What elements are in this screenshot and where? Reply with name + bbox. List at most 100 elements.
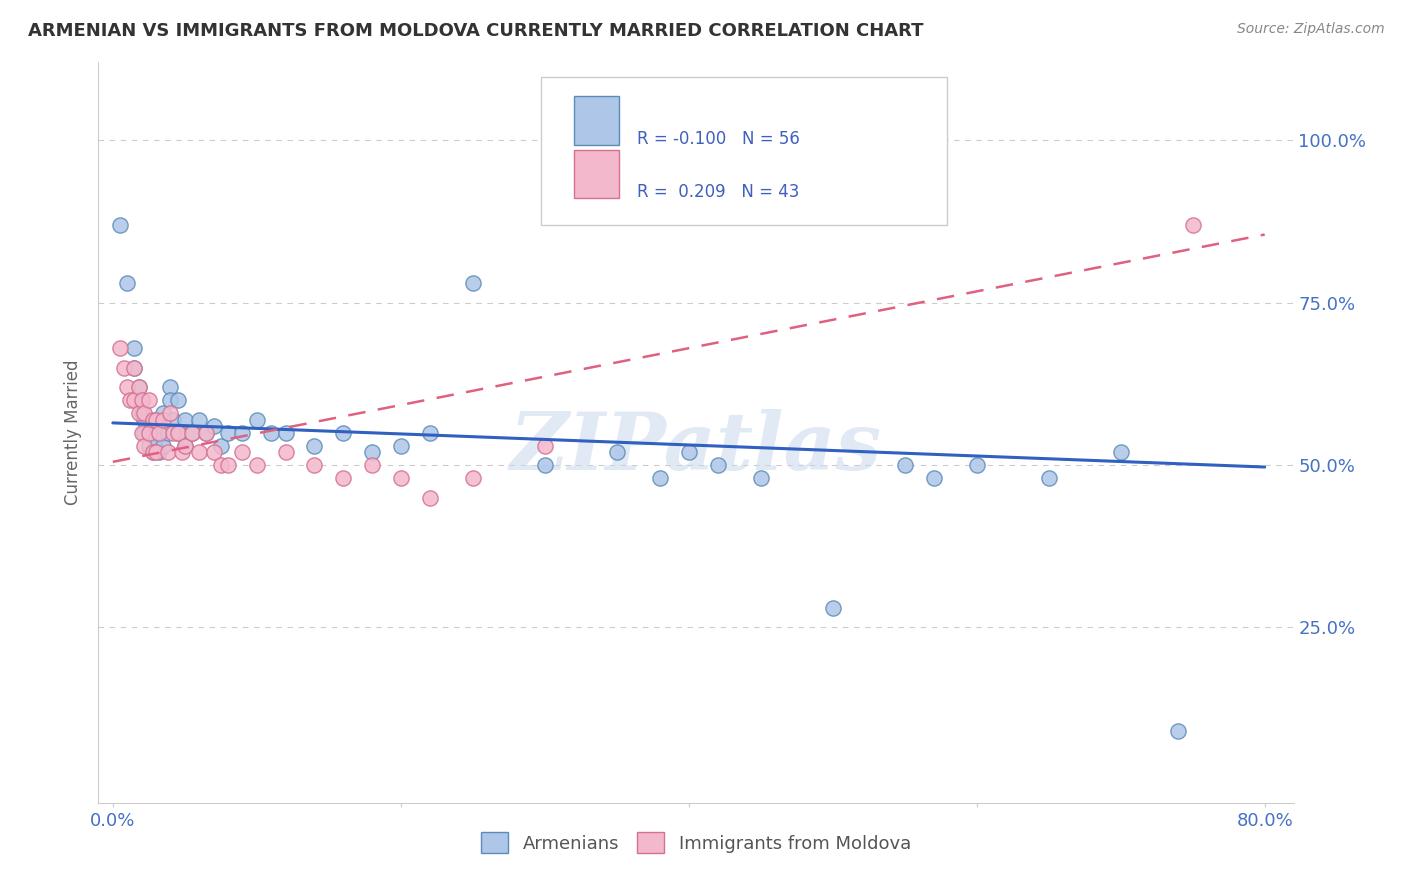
Point bbox=[131, 393, 153, 408]
Point bbox=[1109, 445, 1132, 459]
Point bbox=[166, 393, 188, 408]
Point bbox=[461, 277, 484, 291]
Point bbox=[170, 445, 193, 459]
Point bbox=[606, 445, 628, 459]
Point bbox=[173, 439, 195, 453]
Point bbox=[134, 439, 156, 453]
Point bbox=[893, 458, 915, 472]
Text: ARMENIAN VS IMMIGRANTS FROM MOLDOVA CURRENTLY MARRIED CORRELATION CHART: ARMENIAN VS IMMIGRANTS FROM MOLDOVA CURR… bbox=[28, 22, 924, 40]
Point bbox=[156, 445, 179, 459]
Point bbox=[145, 445, 167, 459]
Point bbox=[332, 471, 354, 485]
Point bbox=[274, 425, 297, 440]
Point bbox=[706, 458, 728, 472]
Point bbox=[173, 412, 195, 426]
Point bbox=[361, 445, 384, 459]
Point bbox=[145, 432, 167, 446]
Point bbox=[134, 425, 156, 440]
Point bbox=[142, 445, 165, 459]
Point bbox=[1181, 218, 1204, 232]
Point bbox=[304, 458, 326, 472]
Point bbox=[419, 425, 441, 440]
Point bbox=[166, 425, 188, 440]
Point bbox=[138, 425, 160, 440]
Point bbox=[124, 360, 146, 375]
Bar bbox=[574, 150, 620, 198]
Point bbox=[138, 393, 160, 408]
Point bbox=[145, 412, 167, 426]
Point bbox=[124, 341, 146, 355]
Point bbox=[202, 445, 225, 459]
Point bbox=[138, 425, 160, 440]
Point bbox=[231, 425, 253, 440]
Point bbox=[128, 406, 150, 420]
Point bbox=[108, 341, 131, 355]
Point bbox=[108, 218, 131, 232]
Point bbox=[1167, 724, 1189, 739]
Point bbox=[389, 439, 412, 453]
Point bbox=[217, 425, 239, 440]
Point bbox=[124, 360, 146, 375]
Point bbox=[966, 458, 988, 472]
Legend: Armenians, Immigrants from Moldova: Armenians, Immigrants from Moldova bbox=[474, 825, 918, 861]
Point bbox=[120, 393, 142, 408]
Point bbox=[533, 439, 555, 453]
Point bbox=[922, 471, 945, 485]
Point bbox=[648, 471, 671, 485]
Point bbox=[202, 419, 225, 434]
Point bbox=[246, 412, 269, 426]
Point bbox=[1038, 471, 1060, 485]
Point bbox=[159, 380, 181, 394]
Point bbox=[260, 425, 283, 440]
Point bbox=[148, 425, 170, 440]
Point bbox=[134, 406, 156, 420]
Point bbox=[148, 425, 170, 440]
Text: R =  0.209   N = 43: R = 0.209 N = 43 bbox=[637, 183, 800, 201]
Bar bbox=[574, 96, 620, 145]
Point bbox=[159, 393, 181, 408]
Point bbox=[188, 445, 211, 459]
Point bbox=[131, 393, 153, 408]
Point bbox=[181, 425, 204, 440]
FancyBboxPatch shape bbox=[541, 78, 948, 226]
Point bbox=[142, 412, 165, 426]
Point bbox=[115, 380, 138, 394]
Point bbox=[195, 425, 218, 440]
Point bbox=[131, 406, 153, 420]
Point bbox=[162, 425, 184, 440]
Point bbox=[195, 425, 218, 440]
Point bbox=[332, 425, 354, 440]
Point bbox=[749, 471, 772, 485]
Point bbox=[124, 393, 146, 408]
Point bbox=[231, 445, 253, 459]
Point bbox=[461, 471, 484, 485]
Point bbox=[128, 380, 150, 394]
Point bbox=[152, 412, 174, 426]
Point bbox=[274, 445, 297, 459]
Point bbox=[142, 445, 165, 459]
Point bbox=[678, 445, 700, 459]
Point bbox=[138, 439, 160, 453]
Point bbox=[821, 601, 844, 615]
Point bbox=[159, 406, 181, 420]
Point bbox=[142, 425, 165, 440]
Point bbox=[134, 412, 156, 426]
Point bbox=[156, 425, 179, 440]
Text: Source: ZipAtlas.com: Source: ZipAtlas.com bbox=[1237, 22, 1385, 37]
Point bbox=[145, 412, 167, 426]
Point bbox=[152, 406, 174, 420]
Point bbox=[166, 425, 188, 440]
Point bbox=[115, 277, 138, 291]
Y-axis label: Currently Married: Currently Married bbox=[65, 359, 83, 506]
Point bbox=[209, 458, 232, 472]
Point bbox=[181, 425, 204, 440]
Point bbox=[533, 458, 555, 472]
Point bbox=[152, 439, 174, 453]
Text: R = -0.100   N = 56: R = -0.100 N = 56 bbox=[637, 129, 800, 147]
Point bbox=[173, 439, 195, 453]
Point bbox=[188, 412, 211, 426]
Point bbox=[304, 439, 326, 453]
Point bbox=[131, 425, 153, 440]
Point bbox=[361, 458, 384, 472]
Text: ZIPatlas: ZIPatlas bbox=[510, 409, 882, 486]
